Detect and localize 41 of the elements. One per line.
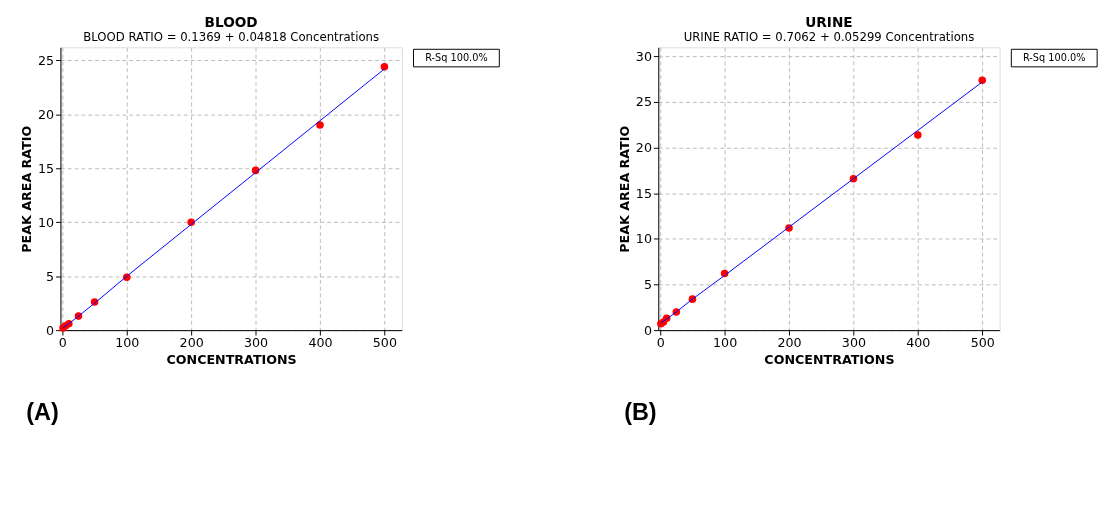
- y-tick-label: 15: [635, 185, 652, 201]
- x-tick-label: 200: [777, 335, 802, 351]
- point: [978, 76, 987, 84]
- point: [380, 62, 389, 71]
- y-tick-label: 15: [38, 160, 55, 176]
- x-tick-label: 400: [906, 335, 931, 351]
- y-tick-label: 30: [635, 48, 652, 64]
- x-tick-label: 0: [58, 335, 67, 351]
- text: (A): [26, 398, 59, 425]
- x-tick-label: 200: [179, 335, 204, 351]
- y-tick-label: 25: [635, 94, 652, 110]
- text: R-Sq 100.0%: [425, 51, 488, 63]
- chart-title: BLOOD: [204, 13, 258, 30]
- x-tick-label: 100: [713, 335, 738, 351]
- x-axis-title: CONCENTRATIONS: [166, 351, 297, 367]
- point: [316, 121, 324, 129]
- y-tick-label: 20: [635, 140, 652, 156]
- x-tick-label: 100: [115, 335, 140, 351]
- y-tick-label: 10: [38, 214, 55, 230]
- x-tick-label: 500: [970, 335, 995, 351]
- x-tick-label: 400: [308, 335, 333, 351]
- text: (B): [624, 398, 657, 425]
- y-tick-label: 0: [46, 322, 55, 338]
- x-tick-label: 300: [841, 335, 866, 351]
- y-tick-label: 5: [643, 276, 652, 292]
- y-axis-title: PEAK AREA RATIO: [19, 125, 35, 253]
- chart-subtitle: BLOOD RATIO = 0.1369 + 0.04818 Concentrations: [83, 30, 380, 45]
- y-tick-label: 0: [643, 322, 652, 338]
- y-tick-label: 25: [38, 52, 55, 68]
- y-tick-label: 10: [635, 231, 652, 247]
- x-tick-label: 300: [244, 335, 269, 351]
- point: [914, 131, 922, 139]
- chart-subtitle: URINE RATIO = 0.7062 + 0.05299 Concentrations: [683, 30, 975, 45]
- chart-title: URINE: [805, 13, 853, 30]
- x-tick-label: 500: [372, 335, 397, 351]
- x-tick-label: 0: [656, 335, 665, 351]
- y-axis-title: PEAK AREA RATIO: [616, 125, 632, 253]
- y-tick-label: 5: [46, 268, 55, 284]
- text: R-Sq 100.0%: [1022, 51, 1086, 63]
- y-tick-label: 20: [38, 106, 55, 122]
- x-axis-title: CONCENTRATIONS: [764, 351, 895, 367]
